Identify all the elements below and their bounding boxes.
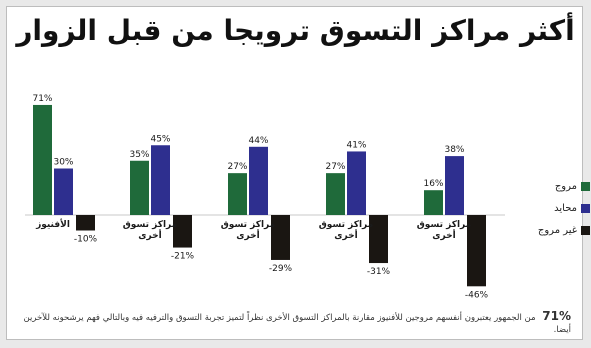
data-label: -46% xyxy=(465,290,489,300)
chart-title: أكثر مراكز التسوق ترويجا من قبل الزوار xyxy=(16,14,575,47)
legend-swatch-favorite xyxy=(581,181,590,191)
data-label: -10% xyxy=(74,235,98,245)
bar-disliked-3 xyxy=(369,215,388,264)
data-label: -21% xyxy=(171,252,195,262)
legend-label-favorite: مروج xyxy=(554,180,577,192)
data-label: 35% xyxy=(129,150,149,160)
data-label: 30% xyxy=(53,158,73,168)
bar-favorite-4 xyxy=(424,190,443,215)
bar-neutral-4 xyxy=(445,156,464,215)
legend-swatch-neutral xyxy=(581,203,590,213)
footnote-text: من الجمهور يعتبرون أنفسهم مروجين للأفنيو… xyxy=(23,313,571,335)
bar-favorite-0 xyxy=(33,104,52,215)
category-label: مراكز تسوق أخرى xyxy=(319,220,373,241)
bar-favorite-3 xyxy=(326,173,345,215)
data-label: 45% xyxy=(150,134,170,144)
category-label: مراكز تسوق أخرى xyxy=(221,220,275,241)
bar-favorite-2 xyxy=(228,173,247,215)
footnote-highlight: 71% xyxy=(542,309,571,323)
category-label: الأفنيوز xyxy=(35,218,70,230)
chart-footnote: 71% من الجمهور يعتبرون أنفسهم مروجين للأ… xyxy=(20,310,571,336)
data-label: 16% xyxy=(423,179,443,189)
data-label: -31% xyxy=(367,267,391,277)
legend-label-neutral: محايد xyxy=(554,202,577,214)
legend-item-favorite: مروج xyxy=(520,175,590,197)
category-label: مراكز تسوق أخرى xyxy=(417,220,471,241)
legend-swatch-disliked xyxy=(581,225,590,235)
chart-legend: مروج محايد غير مروج xyxy=(520,175,590,241)
bar-disliked-1 xyxy=(173,215,192,248)
data-label: 71% xyxy=(32,94,52,104)
legend-item-disliked: غير مروج xyxy=(520,219,590,241)
chart-frame xyxy=(6,6,583,340)
bar-neutral-0 xyxy=(54,168,73,215)
bar-disliked-4 xyxy=(467,215,486,287)
legend-item-neutral: محايد xyxy=(520,197,590,219)
bar-neutral-1 xyxy=(151,145,170,215)
legend-label-disliked: غير مروج xyxy=(537,224,577,236)
data-label: 27% xyxy=(325,162,345,172)
bar-disliked-2 xyxy=(271,215,290,260)
bar-neutral-3 xyxy=(347,151,366,215)
bar-neutral-2 xyxy=(249,146,268,215)
data-label: 27% xyxy=(227,162,247,172)
bar-favorite-1 xyxy=(130,160,149,215)
data-label: -29% xyxy=(269,264,293,274)
data-label: 38% xyxy=(444,145,464,155)
data-label: 44% xyxy=(248,136,268,146)
category-label: مراكز تسوق أخرى xyxy=(123,220,177,241)
data-label: 41% xyxy=(346,140,366,150)
bar-disliked-0 xyxy=(76,215,95,231)
